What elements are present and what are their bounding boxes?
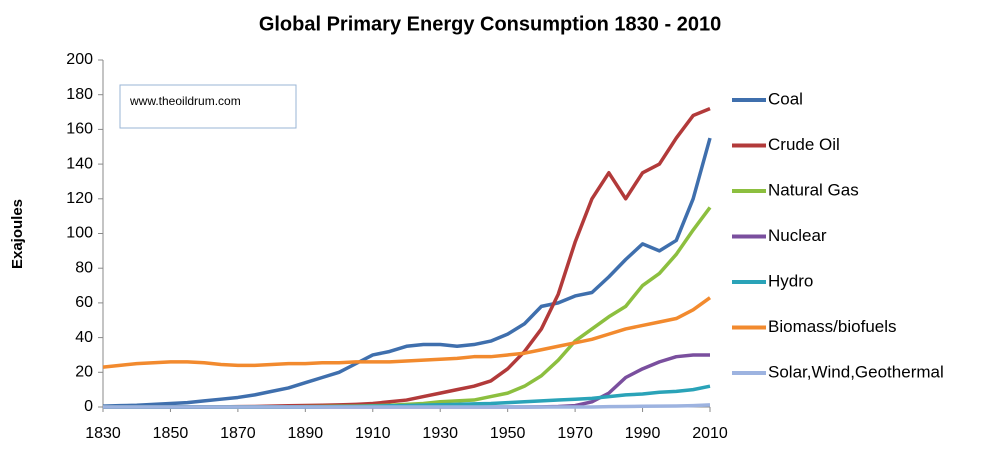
series-line [103, 403, 711, 409]
y-tick-label: 200 [66, 51, 93, 68]
y-axis-label: Exajoules [9, 199, 26, 269]
x-tick-label: 1950 [490, 425, 526, 442]
annotation-box [119, 84, 297, 129]
y-tick-label: 20 [75, 364, 93, 381]
legend-label: Natural Gas [768, 180, 859, 199]
y-tick-label: 0 [84, 398, 93, 415]
series-line [103, 206, 712, 409]
y-tick-label: 160 [66, 121, 93, 138]
x-tick-label: 1850 [153, 425, 189, 442]
legend-label: Crude Oil [768, 135, 840, 154]
y-tick-label: 180 [66, 86, 93, 103]
series-line [102, 137, 712, 408]
y-tick-label: 80 [75, 259, 93, 276]
x-tick-label: 1910 [355, 425, 391, 442]
x-tick-label: 1970 [557, 425, 593, 442]
x-tick-label: 1890 [288, 425, 324, 442]
y-tick-label: 40 [75, 329, 93, 346]
legend-label: Nuclear [768, 226, 827, 245]
x-tick-label: 1870 [220, 425, 256, 442]
x-tick-label: 1830 [85, 425, 121, 442]
y-tick-label: 140 [66, 155, 93, 172]
legend-label: Hydro [768, 271, 813, 290]
legend-label: Coal [768, 89, 803, 108]
annotation: www.theoildrum.com [129, 94, 241, 108]
y-tick-label: 60 [75, 294, 93, 311]
legend-label: Solar,Wind,Geothermal [768, 362, 944, 381]
x-tick-label: 2010 [692, 425, 728, 442]
y-tick-label: 100 [66, 225, 93, 242]
x-tick-label: 1930 [422, 425, 458, 442]
series-line [102, 296, 712, 369]
x-tick-label: 1990 [625, 425, 661, 442]
legend-label: Biomass/biofuels [768, 317, 897, 336]
chart-title: Global Primary Energy Consumption 1830 -… [259, 13, 721, 35]
y-tick-label: 120 [66, 190, 93, 207]
series-line [103, 384, 711, 409]
